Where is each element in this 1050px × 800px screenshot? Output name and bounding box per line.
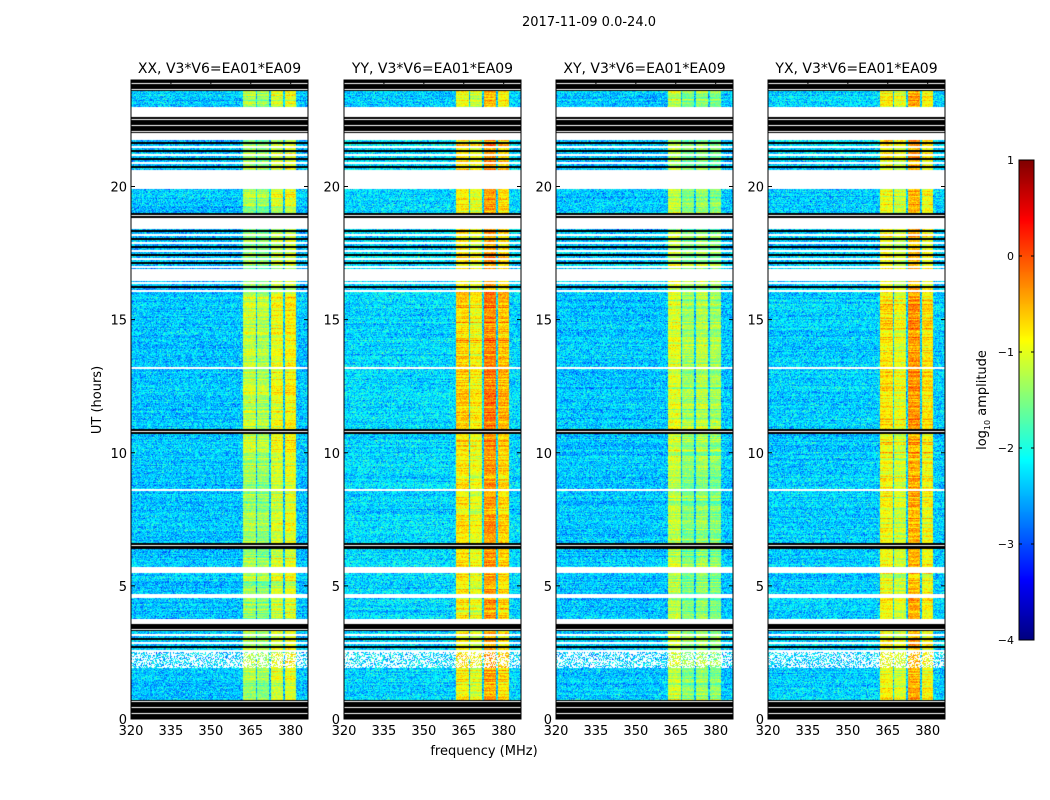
y-tick-label: 5 xyxy=(544,580,552,595)
y-tick-label: 5 xyxy=(332,580,340,595)
heatmap-panel-yy xyxy=(344,80,521,719)
x-tick-label: 350 xyxy=(623,724,648,739)
y-tick-label: 20 xyxy=(110,181,127,196)
y-tick-label: 5 xyxy=(119,580,127,595)
x-tick-label: 335 xyxy=(159,724,184,739)
y-tick-label: 10 xyxy=(747,447,764,462)
y-tick-label: 10 xyxy=(110,447,127,462)
x-tick-label: 350 xyxy=(411,724,436,739)
y-tick-label: 20 xyxy=(323,181,340,196)
y-tick-label: 10 xyxy=(323,447,340,462)
colorbar-tick-label: 0 xyxy=(1007,250,1014,263)
subplot: YY, V3*V6=EA01*EA09 320 335 350 365 380 0 5 10 15… xyxy=(323,61,522,739)
y-tick-label: 0 xyxy=(544,713,552,728)
colorbar-tick-label: −4 xyxy=(998,634,1014,647)
x-tick-label: 365 xyxy=(875,724,900,739)
x-tick-label: 350 xyxy=(198,724,223,739)
axes-frame xyxy=(130,79,309,720)
colorbar-frame xyxy=(1018,159,1035,641)
colorbar-tick-label: −3 xyxy=(998,538,1014,551)
x-tick-label: 365 xyxy=(238,724,263,739)
y-tick-label: 20 xyxy=(535,181,552,196)
subplot-title: YX, V3*V6=EA01*EA09 xyxy=(774,61,937,77)
colorbar: log10 amplitude 1 0 −1 −2 −3 −4 xyxy=(975,154,1035,647)
y-tick-label: 0 xyxy=(119,713,127,728)
y-tick-label: 0 xyxy=(332,713,340,728)
x-tick-label: 365 xyxy=(451,724,476,739)
panels: XX, V3*V6=EA01*EA09 320 335 350 365 380 0 5 10 15… xyxy=(110,61,946,739)
figure-title: 2017-11-09 0.0-24.0 xyxy=(522,15,656,30)
axes-frame xyxy=(343,79,522,720)
heatmap-panel-yx xyxy=(768,80,945,719)
axes-frame xyxy=(555,79,734,720)
x-tick-label: 335 xyxy=(372,724,397,739)
heatmap-panel-xx xyxy=(131,80,308,719)
y-tick-label: 20 xyxy=(747,181,764,196)
y-tick-label: 15 xyxy=(110,314,127,329)
y-tick-label: 15 xyxy=(535,314,552,329)
x-tick-label: 320 xyxy=(332,724,357,739)
x-tick-label: 380 xyxy=(491,724,516,739)
colorbar-tick-label: −2 xyxy=(998,442,1014,455)
x-tick-label: 380 xyxy=(915,724,940,739)
axes-frame xyxy=(767,79,946,720)
y-tick-label: 0 xyxy=(756,713,764,728)
x-tick-label: 365 xyxy=(663,724,688,739)
x-axis-label: frequency (MHz) xyxy=(430,744,537,759)
colorbar-tick-label: −1 xyxy=(998,346,1014,359)
colorbar-label: log10 amplitude xyxy=(975,350,992,450)
colorbar-gradient xyxy=(1019,160,1034,640)
y-axis-label: UT (hours) xyxy=(90,366,105,434)
y-tick-label: 15 xyxy=(323,314,340,329)
subplot: YX, V3*V6=EA01*EA09 320 335 350 365 380 0 5 10 15… xyxy=(747,61,946,739)
subplot: XX, V3*V6=EA01*EA09 320 335 350 365 380 0 5 10 15… xyxy=(110,61,309,739)
x-tick-label: 320 xyxy=(119,724,144,739)
subplot-title: YY, V3*V6=EA01*EA09 xyxy=(351,61,513,77)
colorbar-tick-label: 1 xyxy=(1007,154,1014,167)
y-tick-label: 5 xyxy=(756,580,764,595)
x-tick-label: 335 xyxy=(584,724,609,739)
x-tick-label: 380 xyxy=(278,724,303,739)
x-tick-label: 380 xyxy=(703,724,728,739)
y-tick-label: 10 xyxy=(535,447,552,462)
x-tick-label: 350 xyxy=(835,724,860,739)
x-tick-label: 320 xyxy=(756,724,781,739)
x-tick-label: 335 xyxy=(796,724,821,739)
subplot: XY, V3*V6=EA01*EA09 320 335 350 365 380 0 5 10 15… xyxy=(535,61,734,739)
x-tick-label: 320 xyxy=(544,724,569,739)
y-tick-label: 15 xyxy=(747,314,764,329)
subplot-title: XY, V3*V6=EA01*EA09 xyxy=(563,61,725,77)
heatmap-panel-xy xyxy=(556,80,733,719)
subplot-title: XX, V3*V6=EA01*EA09 xyxy=(138,61,301,77)
